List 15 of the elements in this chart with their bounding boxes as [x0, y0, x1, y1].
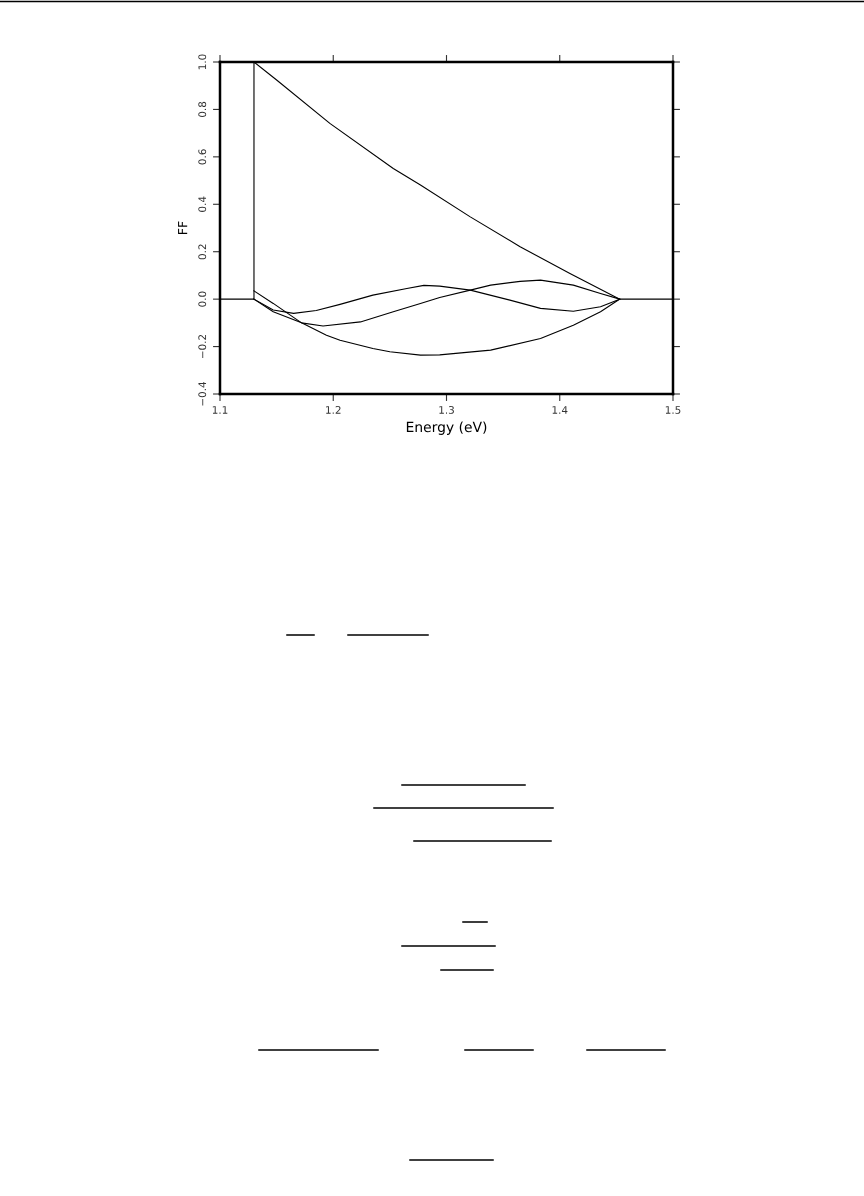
y-tick-label: 0.0 [198, 291, 207, 307]
x-tick-label: 1.3 [439, 405, 454, 414]
x-tick-label: 1.2 [326, 405, 341, 414]
y-tick-label: −0.4 [198, 381, 207, 406]
x-tick-label: 1.4 [552, 406, 568, 414]
x-tick-label: 1.5 [665, 406, 681, 414]
y-tick-label: 1.0 [198, 54, 207, 70]
x-tick-label: 1.1 [212, 406, 228, 414]
y-tick-label: 0.8 [198, 101, 207, 118]
y-tick-label: −0.2 [198, 334, 207, 359]
y-tick-label: 0.2 [198, 244, 207, 260]
x-axis-title: Energy (eV) [406, 421, 487, 435]
y-axis-title: FF [178, 221, 188, 234]
y-tick-label: 0.4 [198, 196, 207, 212]
y-tick-label: 0.6 [198, 149, 207, 165]
